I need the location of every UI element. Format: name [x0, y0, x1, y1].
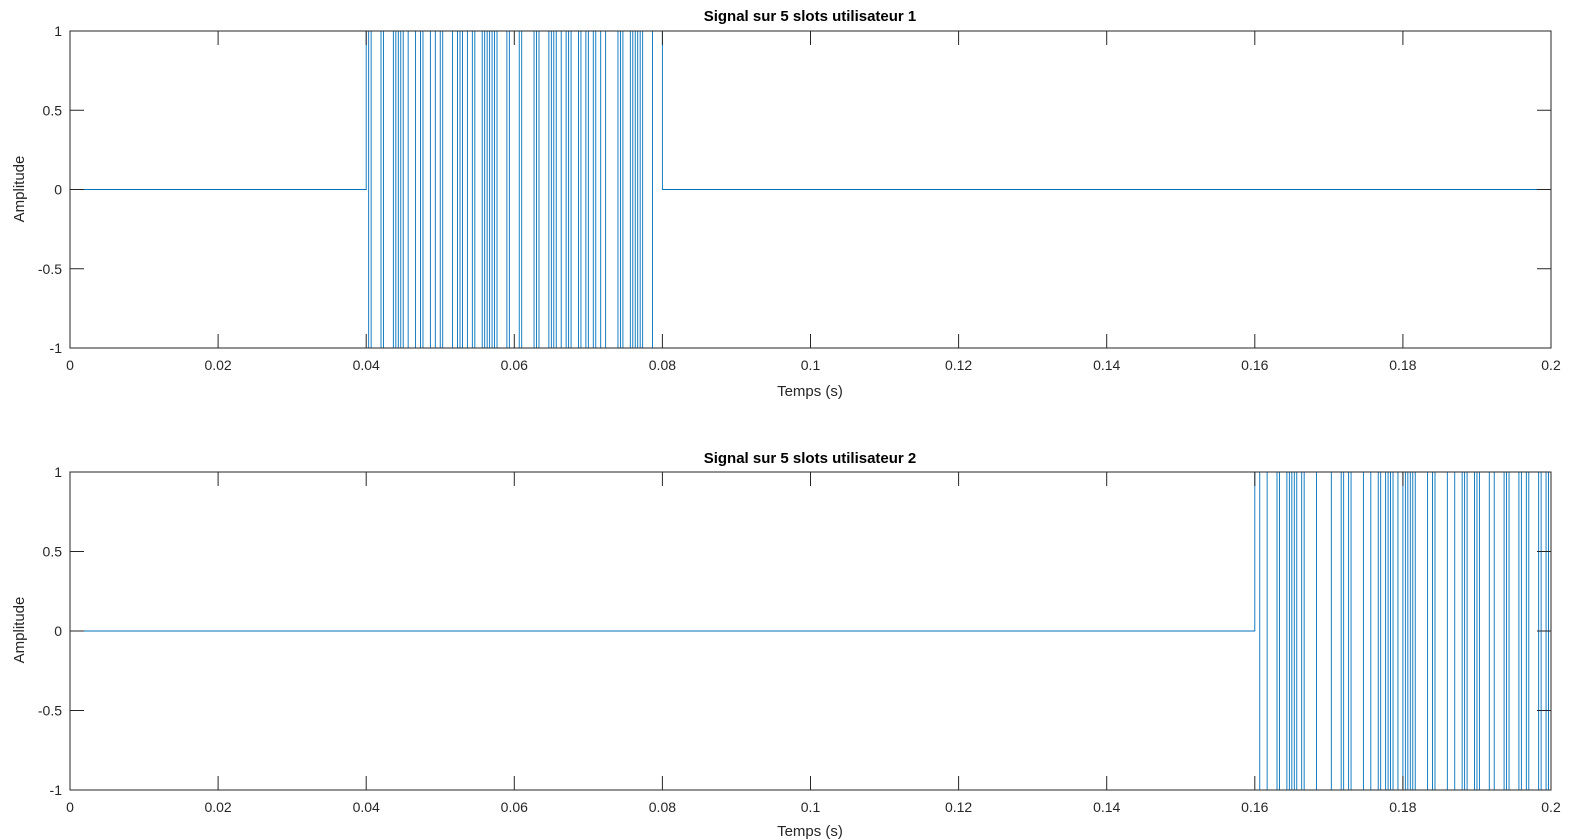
x-tick-label: 0.14	[1093, 357, 1120, 373]
y-tick-label: 0.5	[43, 544, 63, 560]
y-axis-label: Amplitude	[11, 156, 28, 223]
y-tick-label: -0.5	[38, 703, 62, 719]
axis-ticks	[69, 471, 1552, 791]
y-tick-labels: -1 -0.5 0 0.5 1	[38, 23, 62, 356]
x-axis-label: Temps (s)	[777, 823, 843, 840]
x-tick-label: 0.18	[1389, 357, 1416, 373]
x-tick-label: 0.04	[353, 799, 380, 815]
y-tick-label: 0	[54, 623, 62, 639]
x-tick-label: 0.18	[1389, 799, 1416, 815]
subplot-user-1: Signal sur 5 slots utilisateur 1 0 0.02 0.…	[11, 8, 1561, 400]
x-tick-label: 0.1	[801, 799, 821, 815]
y-tick-label: 0.5	[43, 102, 63, 118]
x-tick-label: 0.08	[649, 357, 676, 373]
x-tick-label: 0	[66, 799, 74, 815]
y-tick-label: -1	[50, 782, 63, 798]
axis-ticks	[69, 30, 1552, 349]
y-tick-labels: -1 -0.5 0 0.5 1	[38, 464, 62, 798]
y-tick-label: -0.5	[38, 261, 62, 277]
x-tick-label: 0.08	[649, 799, 676, 815]
x-tick-label: 0.2	[1541, 357, 1561, 373]
x-tick-label: 0.02	[204, 799, 231, 815]
x-tick-label: 0.16	[1241, 357, 1268, 373]
plot-title: Signal sur 5 slots utilisateur 2	[704, 450, 917, 467]
y-tick-label: 1	[54, 23, 62, 39]
x-tick-label: 0.14	[1093, 799, 1120, 815]
x-tick-label: 0	[66, 357, 74, 373]
x-axis-label: Temps (s)	[777, 383, 843, 400]
y-tick-label: -1	[50, 340, 63, 356]
y-tick-label: 0	[54, 182, 62, 198]
x-tick-label: 0.02	[204, 357, 231, 373]
x-tick-label: 0.16	[1241, 799, 1268, 815]
y-axis-label: Amplitude	[11, 597, 28, 664]
plot-title: Signal sur 5 slots utilisateur 1	[704, 8, 917, 25]
x-tick-label: 0.06	[501, 357, 528, 373]
subplot-user-2: Signal sur 5 slots utilisateur 2 0 0.02 0.…	[11, 450, 1561, 840]
x-tick-labels: 0 0.02 0.04 0.06 0.08 0.1 0.12 0.14 0.16 0.18 0.2	[66, 799, 1561, 815]
x-tick-label: 0.04	[353, 357, 380, 373]
x-tick-label: 0.06	[501, 799, 528, 815]
x-tick-label: 0.12	[945, 799, 972, 815]
x-tick-label: 0.1	[801, 357, 821, 373]
y-tick-label: 1	[54, 464, 62, 480]
x-tick-label: 0.2	[1541, 799, 1561, 815]
x-tick-label: 0.12	[945, 357, 972, 373]
x-tick-labels: 0 0.02 0.04 0.06 0.08 0.1 0.12 0.14 0.16 0.18 0.2	[66, 357, 1561, 373]
